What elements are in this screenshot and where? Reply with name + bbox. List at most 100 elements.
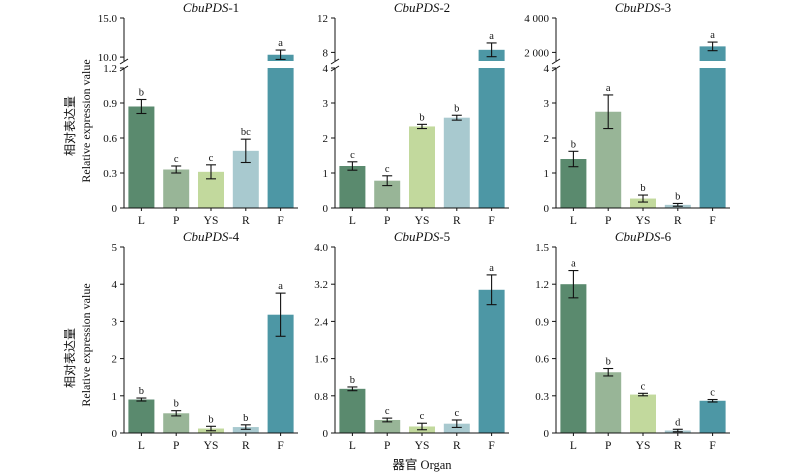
bar-F-lower: [478, 68, 505, 208]
x-tick-label-L: L: [570, 215, 577, 227]
significance-letter-P: a: [606, 83, 611, 94]
panel-title: CbuPDS-4: [183, 229, 240, 244]
bar-YS: [409, 126, 435, 208]
significance-letter-YS: c: [641, 381, 646, 392]
significance-letter-F: a: [278, 281, 283, 292]
x-tick-label-YS: YS: [636, 440, 651, 452]
bar-F-lower: [267, 68, 294, 208]
y-tick-label: 3: [112, 316, 118, 328]
x-axis-label: 器官 Organ: [392, 457, 452, 472]
x-tick-label-P: P: [173, 440, 179, 452]
y-tick-label: 0.9: [535, 316, 549, 328]
y-tick-label: 3.2: [314, 279, 328, 291]
chart-panel-5: CbuPDS-5 b Lc Pc YS c Ra F 0 0.8 1.6 2.4 3.2 4.0: [314, 229, 509, 452]
significance-letter-L: b: [571, 139, 576, 150]
x-tick-label-YS: YS: [204, 440, 219, 452]
panel-title: CbuPDS-5: [394, 229, 450, 244]
y-tick-label: 0: [544, 428, 550, 440]
bar-F-upper: [699, 46, 726, 61]
panel-title-number: -3: [660, 0, 671, 15]
bar-P: [374, 419, 401, 433]
y-tick-label: 0.9: [103, 98, 117, 110]
bar-P: [163, 169, 190, 208]
significance-letter-L: c: [350, 150, 355, 161]
significance-letter-R: c: [454, 408, 459, 419]
x-tick-label-YS: YS: [204, 215, 219, 227]
y-tick-label: 2: [544, 133, 550, 145]
y-tick-label: 1: [323, 168, 329, 180]
y-tick-label: 4.0: [314, 242, 328, 254]
y-tick-label: 2: [112, 354, 118, 366]
significance-letter-R: b: [454, 103, 459, 114]
x-tick-label-YS: YS: [415, 440, 430, 452]
bar-L: [339, 388, 366, 433]
y-tick-label: 0.6: [103, 133, 117, 145]
panel-title: CbuPDS-1: [183, 0, 239, 15]
bar-YS: [630, 198, 656, 208]
y-tick-label: 0.8: [314, 391, 328, 403]
y-tick-label: 15.0: [98, 13, 118, 25]
bar-L: [128, 106, 155, 208]
x-tick-label-YS: YS: [415, 215, 430, 227]
y-tick-label: 0: [323, 203, 329, 215]
y-tick-label: 0.3: [535, 391, 549, 403]
significance-letter-P: c: [385, 164, 390, 175]
significance-letter-YS: b: [419, 112, 424, 123]
chart-panel-6: CbuPDS-6 a Lb Pc YS d Rc F 0 0.3 0.6 0.9 1.2 1.5: [535, 229, 730, 452]
x-tick-label-P: P: [605, 215, 611, 227]
x-tick-label-F: F: [488, 440, 494, 452]
bar-L: [560, 284, 587, 433]
x-tick-label-F: F: [488, 215, 494, 227]
bar-L: [339, 166, 366, 208]
bar-R: [232, 427, 259, 433]
y-tick-label: 0: [112, 428, 118, 440]
y-tick-label: 1.6: [314, 354, 328, 366]
significance-letter-L: b: [139, 88, 144, 99]
significance-letter-YS: c: [420, 411, 425, 422]
panel-title-gene: CbuPDS: [183, 0, 229, 15]
x-tick-label-L: L: [349, 440, 356, 452]
panel-title-gene: CbuPDS: [394, 0, 440, 15]
y-tick-label: 5: [112, 242, 118, 254]
significance-letter-R: bc: [241, 127, 251, 138]
y-tick-label: 2: [323, 133, 329, 145]
bar-L: [128, 399, 155, 433]
significance-letter-R: b: [243, 413, 248, 424]
significance-letter-R: b: [675, 191, 680, 202]
y-axis-label-bottom: 相对表达量 Relative expression value: [63, 283, 93, 406]
panel-title-number: -4: [228, 229, 239, 244]
x-tick-label-R: R: [242, 440, 250, 452]
significance-letter-F: a: [489, 263, 494, 274]
significance-letter-R: d: [675, 417, 681, 428]
axis-break-mark-upper: [551, 58, 561, 65]
panel-title: CbuPDS-6: [615, 229, 672, 244]
bar-YS: [630, 394, 656, 433]
significance-letter-F: a: [278, 38, 283, 49]
x-tick-label-R: R: [242, 215, 250, 227]
bar-R: [443, 117, 470, 208]
y-tick-label: 4: [544, 63, 550, 75]
x-tick-label-L: L: [138, 440, 145, 452]
panel-title-number: -5: [439, 229, 450, 244]
x-tick-label-L: L: [570, 440, 577, 452]
significance-letter-YS: b: [640, 183, 645, 194]
y-tick-label: 1: [544, 168, 550, 180]
y-tick-label: 1.2: [103, 63, 117, 75]
bar-F: [478, 289, 505, 433]
chart-panel-4: CbuPDS-4 b Lb Pb YS b Ra F 0 1 2 3 4 5: [112, 229, 298, 452]
y-tick-label: 0: [544, 203, 550, 215]
y-tick-label: 1.5: [535, 242, 549, 254]
significance-letter-P: c: [174, 154, 179, 165]
panel-title-gene: CbuPDS: [394, 229, 440, 244]
y-tick-label: 1.2: [535, 279, 549, 291]
x-tick-label-YS: YS: [636, 215, 651, 227]
x-tick-label-R: R: [674, 215, 682, 227]
bar-P: [163, 413, 190, 433]
y-tick-label: 0.6: [535, 354, 549, 366]
chart-panel-1: CbuPDS-1 b Lc Pc YS bc Ra F 0 0.3 0.6 0.9 1.210.0 15.…: [98, 0, 298, 227]
significance-letter-L: a: [571, 259, 576, 270]
y-tick-label: 8: [323, 47, 329, 59]
y-tick-label: 4: [323, 63, 329, 75]
panel-title-gene: CbuPDS: [183, 229, 229, 244]
